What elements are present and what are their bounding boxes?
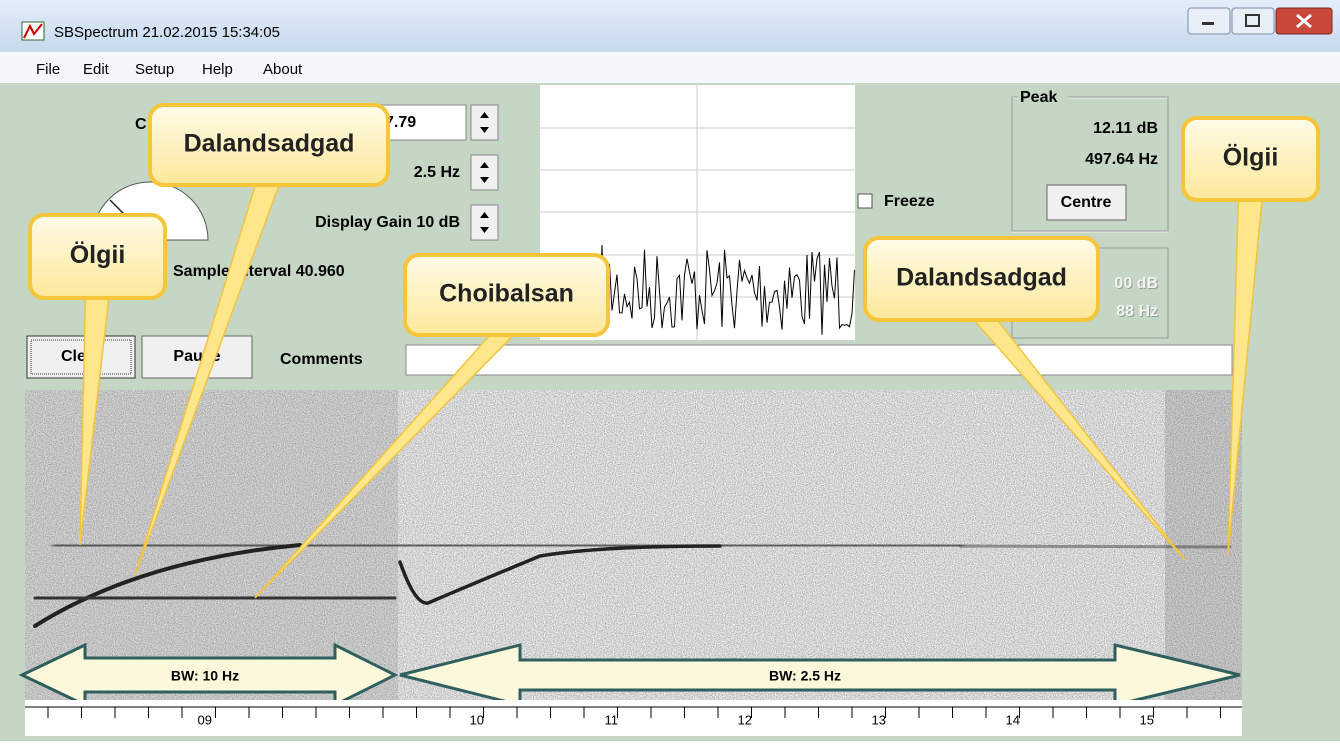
callout-label: Dalandsadgad	[184, 130, 355, 158]
comments-label: Comments	[280, 351, 363, 368]
band-label: BW: 10 Hz	[171, 668, 239, 684]
time-label: 14	[1006, 712, 1020, 727]
callout-label: Choibalsan	[439, 280, 574, 308]
spinner-arrows	[480, 162, 489, 183]
time-label: 15	[1140, 712, 1154, 727]
callout-label: Dalandsadgad	[896, 264, 1067, 292]
menu-item[interactable]: About	[263, 61, 303, 78]
freeze-label[interactable]: Freeze	[884, 193, 935, 210]
comments-input[interactable]	[405, 344, 1233, 376]
callout-label: Ölgii	[70, 240, 126, 269]
readout-level-shadow: 00 dB	[1115, 276, 1159, 293]
time-axis	[25, 700, 1242, 736]
readout-level: 00 dB	[1114, 275, 1158, 292]
clear-button[interactable]	[26, 335, 136, 379]
callout-box	[863, 236, 1100, 322]
spectrogram-band	[1165, 390, 1242, 700]
app-icon	[21, 21, 45, 41]
callout-label: Ölgii	[1223, 143, 1279, 172]
annotations: Ölgii Dalandsadgad Choibalsan Dalandsadgad Ö…	[28, 103, 1320, 599]
callout-box	[148, 103, 390, 187]
menu-item[interactable]: Setup	[135, 61, 174, 78]
menu-item[interactable]: File	[36, 61, 60, 78]
pause-button[interactable]	[141, 335, 253, 379]
title-bar	[0, 0, 1340, 52]
minimize-button[interactable]	[1187, 7, 1231, 35]
spinner[interactable]	[470, 154, 499, 191]
menu-item[interactable]: Help	[202, 61, 233, 78]
spinner-arrows	[480, 112, 489, 133]
centre-input[interactable]	[379, 104, 467, 141]
signal-traces	[33, 541, 1232, 628]
bandwidth-value: 2.5 Hz	[414, 164, 460, 181]
spinner-arrows	[480, 212, 489, 233]
band-arrow	[399, 643, 1241, 707]
window-title: SBSpectrum 21.02.2015 15:34:05	[54, 24, 280, 41]
readout-frequency: 88 Hz	[1116, 303, 1158, 320]
window-controls[interactable]	[1187, 7, 1333, 35]
maximize-icon	[1245, 14, 1260, 27]
minimize-icon	[1202, 22, 1214, 25]
band-label: BW: 2.5 Hz	[769, 668, 841, 684]
spectrum-trace	[599, 244, 855, 335]
peak-group-border	[1011, 96, 1169, 232]
time-label: 11	[605, 712, 619, 727]
spinner[interactable]	[470, 104, 499, 141]
maximize-button[interactable]	[1231, 7, 1275, 35]
display-gain: Display Gain 10 dB	[315, 214, 460, 231]
centre-button[interactable]	[1046, 184, 1127, 221]
group-label-bg	[1018, 90, 1068, 106]
callout-box	[1181, 116, 1320, 202]
time-label: 12	[738, 712, 752, 727]
band-arrow	[18, 642, 399, 708]
centre-button-label[interactable]: Centre	[1061, 194, 1112, 211]
peak-level: 12.11 dB	[1093, 120, 1158, 137]
axis-ticks	[47, 707, 1221, 718]
time-label: 09	[198, 712, 212, 727]
close-icon	[1296, 13, 1312, 29]
time-label: 13	[872, 712, 886, 727]
callout-box	[28, 213, 167, 300]
spinner[interactable]	[470, 204, 499, 241]
centre-value: 7.79	[385, 114, 416, 131]
menu-item[interactable]: Edit	[83, 61, 110, 78]
sample-interval: Sample Interval 40.960	[173, 263, 345, 280]
menu-bar	[0, 52, 1340, 83]
readout-frequency-shadow: 88 Hz	[1117, 304, 1159, 321]
centre-label: C	[135, 116, 147, 133]
focus-rect	[30, 339, 132, 375]
callout-box	[403, 253, 610, 337]
time-label: 10	[470, 712, 484, 727]
spinners[interactable]	[470, 104, 499, 241]
peak-frequency: 497.64 Hz	[1085, 151, 1158, 168]
freeze-checkbox[interactable]	[857, 193, 873, 209]
peak-label: Peak	[1020, 89, 1057, 106]
